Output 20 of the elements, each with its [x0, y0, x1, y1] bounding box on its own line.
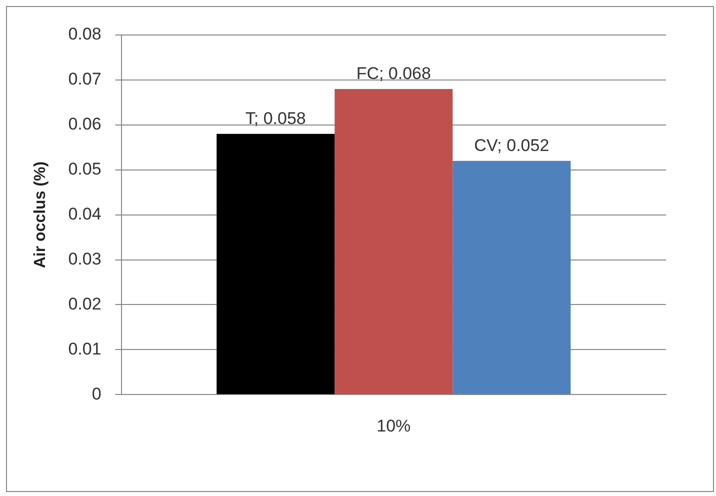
y-tick-label: 0.02	[68, 294, 102, 314]
y-tick-label: 0	[92, 384, 102, 404]
data-label: 0.052	[502, 136, 550, 156]
y-tick-label: 0.03	[68, 249, 102, 268]
x-tick-label: 10%	[376, 416, 411, 436]
bar	[452, 160, 571, 394]
bar	[216, 134, 335, 394]
series-label: T;	[245, 109, 259, 128]
series-label: FC;	[356, 64, 384, 84]
bar	[334, 88, 453, 394]
y-tick-label: 0.08	[68, 24, 102, 44]
y-tick-label: 0.05	[68, 160, 102, 179]
y-tick-label: 0.04	[68, 204, 102, 224]
series-label: CV;	[474, 136, 502, 156]
y-axis-title: Air occlus (%)	[32, 161, 50, 268]
data-label: 0.068	[384, 64, 431, 84]
data-label: 0.058	[258, 109, 306, 128]
y-tick-label: 0.06	[68, 114, 102, 134]
y-tick-label: 0.07	[68, 70, 102, 89]
y-tick-label: 0.01	[68, 339, 102, 358]
